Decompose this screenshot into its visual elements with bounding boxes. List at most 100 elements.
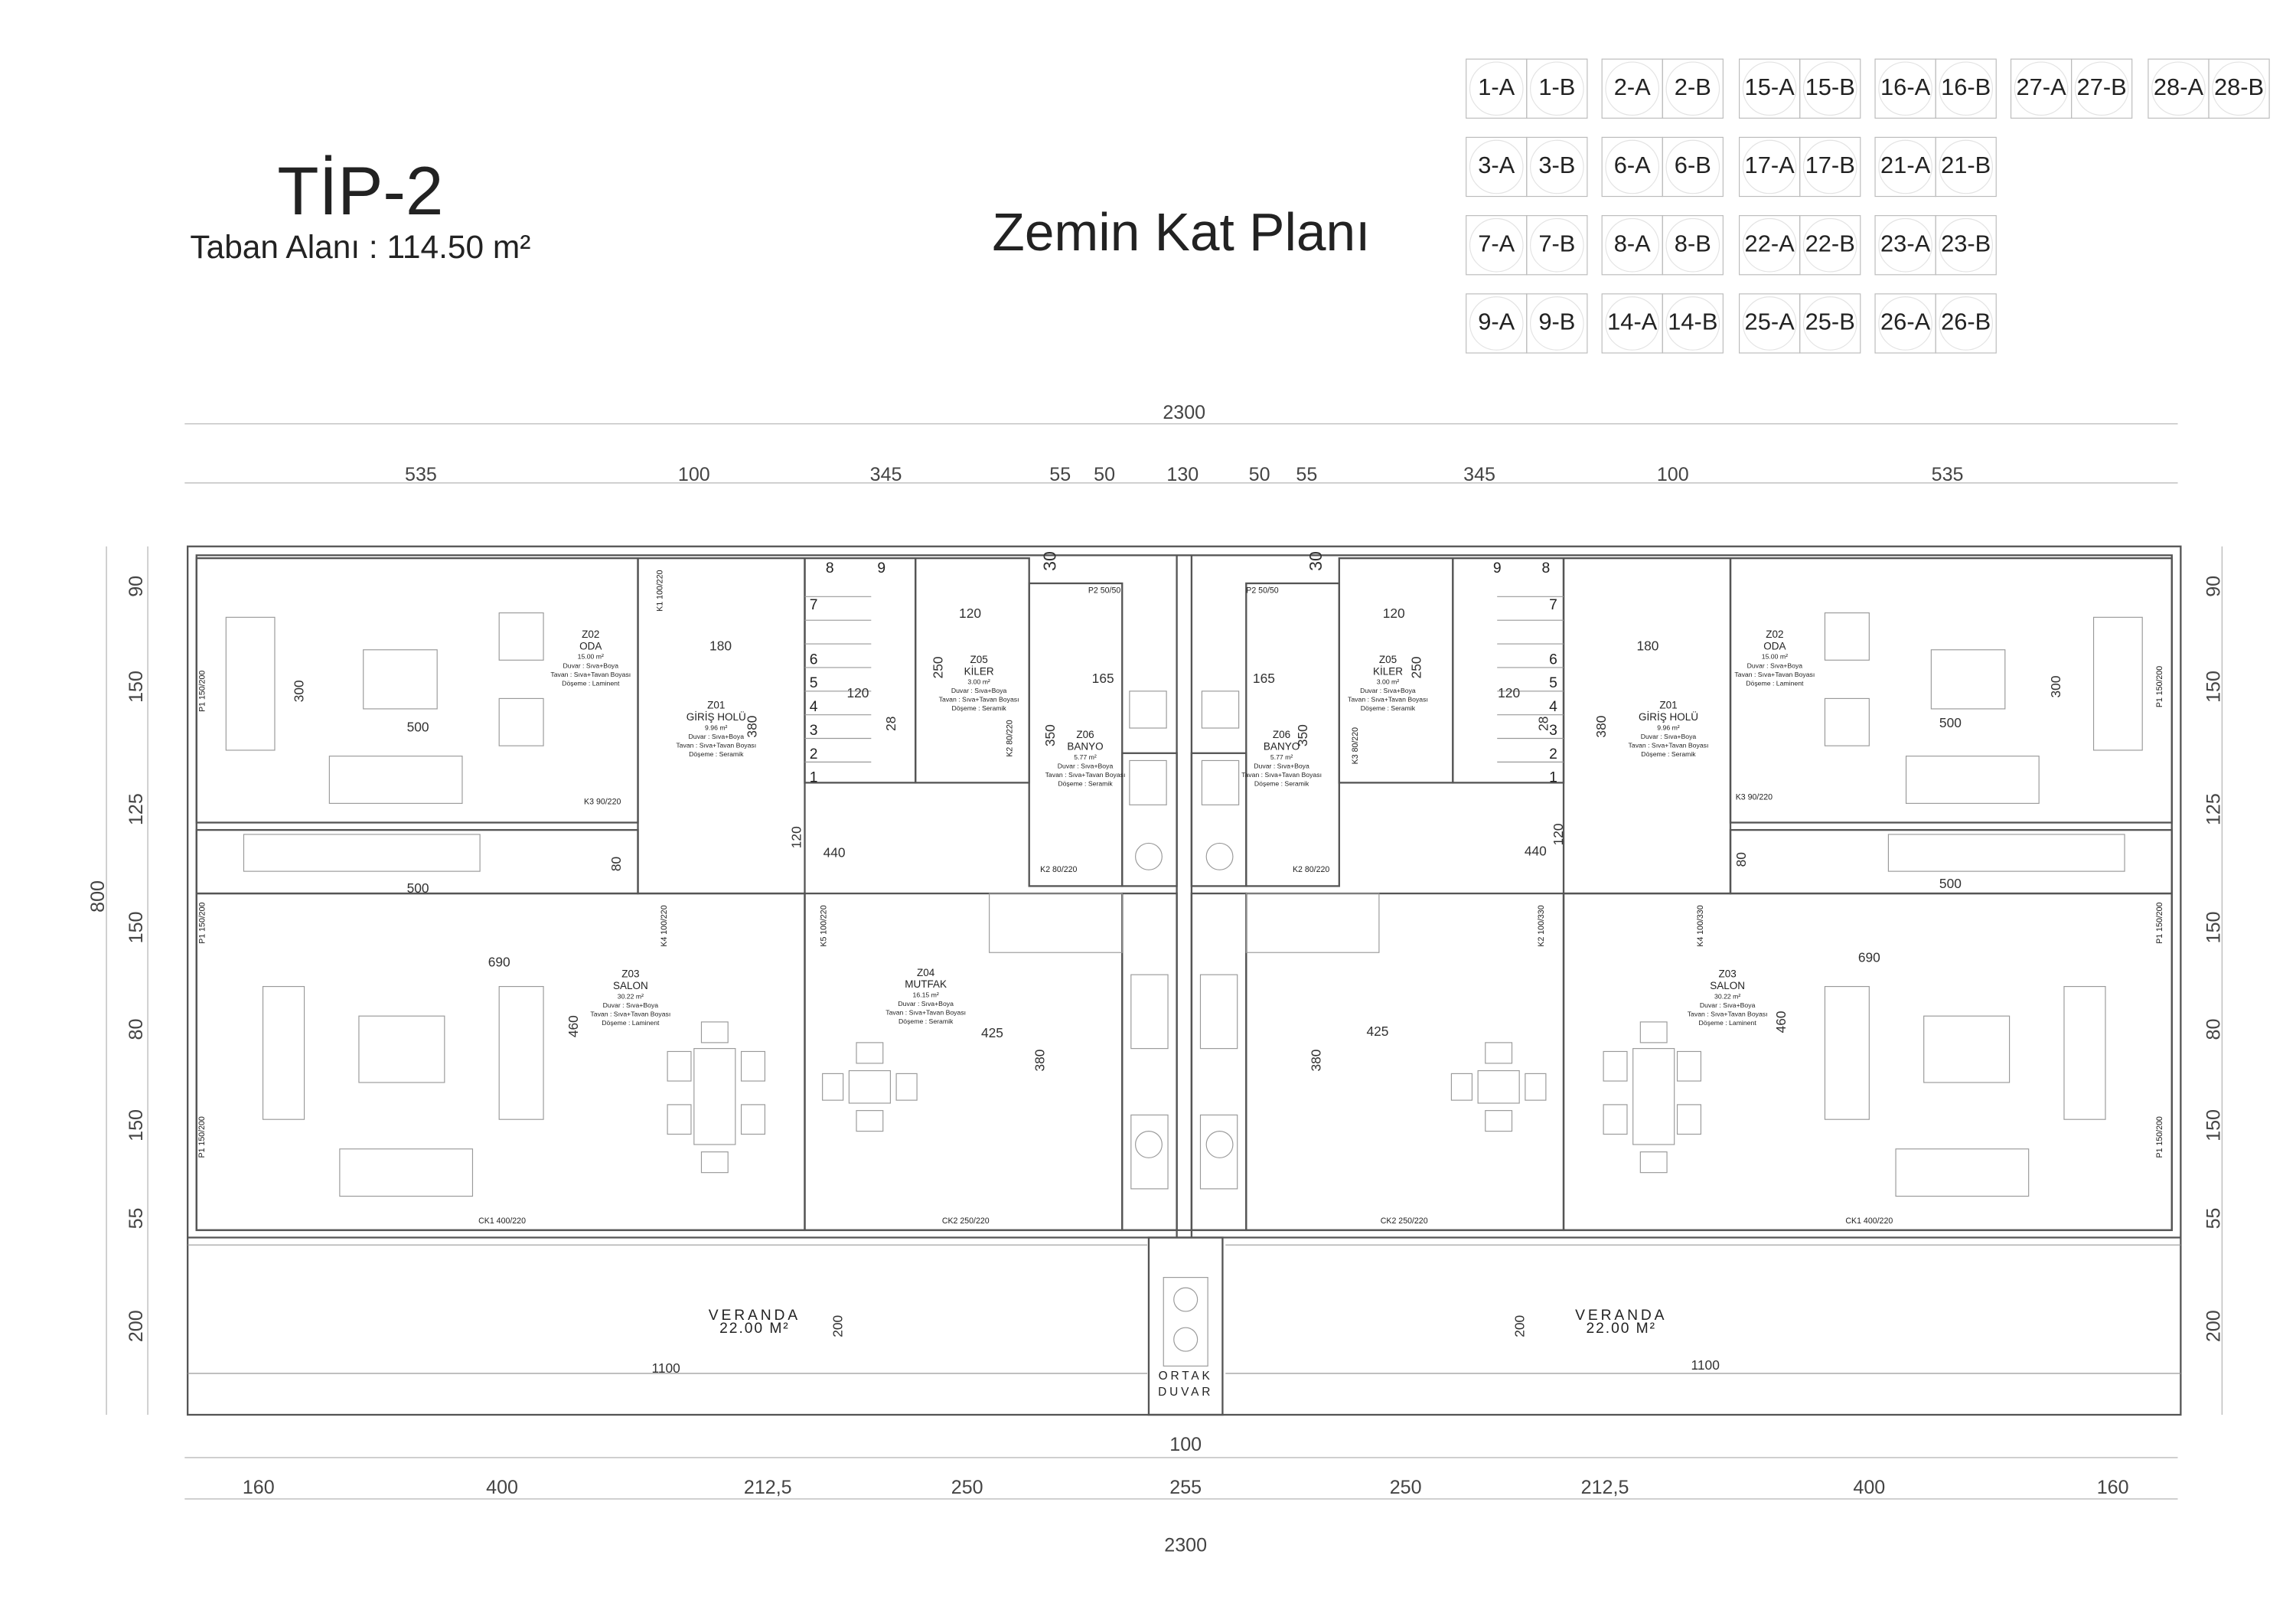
room-name: GİRİŞ HOLÜ [1639,711,1698,723]
unit-label: 1-A [1478,73,1515,100]
room-finish: Duvar : Sıva+Boya [1700,1001,1756,1009]
furniture [848,1069,891,1104]
dimension: 535 [1932,464,1964,485]
interior-dimension: 1100 [652,1360,680,1376]
furniture [856,1042,884,1064]
furniture [339,1148,474,1197]
room-code: Z05 [970,654,987,665]
outer-wall [187,545,2182,1416]
room-area: 30.22 m² [618,992,644,1000]
unit-label: 16-A [1880,73,1931,100]
stair-number: 7 [810,597,818,613]
room-finish: Döşeme : Seramik [899,1017,954,1025]
dimension: 80 [2203,1019,2224,1040]
room-finish: Döşeme : Laminent [1746,679,1804,687]
room-finish: Döşeme : Seramik [1361,704,1416,712]
interior-dimension: 300 [2048,676,2063,698]
unit-circle [1530,217,1584,273]
interior-dimension: 350 [1295,724,1310,746]
opening-label: K4 100/220 [660,905,669,946]
furniture [1639,1021,1668,1043]
room-wall [1562,557,1732,895]
dimension: 200 [126,1310,147,1342]
unit-circle [1469,296,1524,351]
unit-circle [1939,139,1993,194]
unit-circle [1530,139,1584,194]
unit-label: 27-B [2077,73,2127,100]
unit-cell [1935,136,1997,198]
fixture [1205,1131,1234,1158]
room-area: 30.22 m² [1714,992,1740,1000]
room-finish: Tavan : Sıva+Tavan Boyası [676,741,756,749]
room-wall [1190,892,1247,1232]
unit-circle [1469,217,1524,273]
unit-label: 6-B [1675,152,1711,178]
furniture [1525,1073,1547,1101]
unit-label: 17-B [1805,152,1855,178]
unit-label: 25-B [1805,309,1855,335]
room-finish: Tavan : Sıva+Tavan Boyası [1241,771,1322,779]
furniture [328,756,463,804]
room-finish: Döşeme : Laminent [602,1019,660,1027]
furniture [1477,1069,1520,1104]
room-wall [1190,752,1247,887]
interior-dimension: 120 [846,685,869,700]
room-finish: Döşeme : Seramik [1254,780,1309,788]
unit-circle [1878,217,1932,273]
room-finish: Tavan : Sıva+Tavan Boyası [885,1009,966,1017]
room-finish: Duvar : Sıva+Boya [898,1000,954,1007]
opening-label: K5 100/220 [819,905,828,946]
room-area: 5.77 m² [1270,753,1293,761]
room-name: GİRİŞ HOLÜ [687,711,746,723]
room-name: ODA [1763,640,1786,651]
interior-dimension: 28 [883,717,899,731]
room-name: ODA [579,640,602,651]
furniture [989,893,1123,953]
room-wall [804,892,1124,1232]
interior-dimension: 28 [1536,717,1551,731]
unit-label: 21-B [1941,152,1991,178]
room-code: Z02 [1766,629,1783,640]
unit-circle [1665,61,1720,116]
unit-circle [2074,61,2129,116]
dimension-total: 2300 [1164,1534,1207,1556]
dimension: 535 [405,464,437,485]
interior-dimension: 165 [1092,671,1114,686]
interior-dimension: 380 [1308,1050,1323,1072]
dimension: 55 [2203,1208,2224,1229]
unit-cell [2071,58,2133,119]
room-finish: Tavan : Sıva+Tavan Boyası [939,696,1019,704]
unit-cell [1799,136,1861,198]
stair-number: 3 [810,723,818,739]
unit-label: 16-B [1941,73,1991,100]
unit-label: 28-A [2154,73,2204,100]
furniture [1130,974,1169,1050]
opening-label: K2 100/330 [1537,905,1546,946]
unit-label: 25-A [1745,309,1795,335]
room-finish: Döşeme : Laminent [562,679,620,687]
room-wall [1452,557,1565,784]
room-finish: Duvar : Sıva+Boya [563,661,619,669]
dimension: 150 [2203,671,2224,703]
room-code: Z04 [917,967,935,978]
room-code: Z05 [1379,654,1397,665]
opening-label: K2 80/220 [1005,720,1014,756]
furniture [498,986,544,1120]
dimension: 50 [1249,464,1270,485]
unit-cell [1935,215,1997,276]
chimney [1147,1236,1224,1416]
opening-label: P1 150/200 [197,1116,207,1158]
opening-label: CK1 400/220 [1845,1216,1893,1226]
dimension: 400 [486,1477,518,1498]
veranda-area: 22.00 M² [1586,1321,1656,1337]
plan-title: Zemin Kat Planı [992,202,1370,262]
interior-dimension: 500 [1939,876,1962,891]
opening-label: P1 150/200 [197,671,207,712]
interior-dimension: 425 [1366,1024,1388,1039]
stair-number: 6 [1549,651,1557,668]
unit-label: 23-A [1880,230,1931,256]
unit-label: 26-A [1880,309,1931,335]
dimension: 55 [126,1208,147,1229]
dimension: 150 [126,912,147,944]
stair-number: 2 [1549,746,1557,763]
